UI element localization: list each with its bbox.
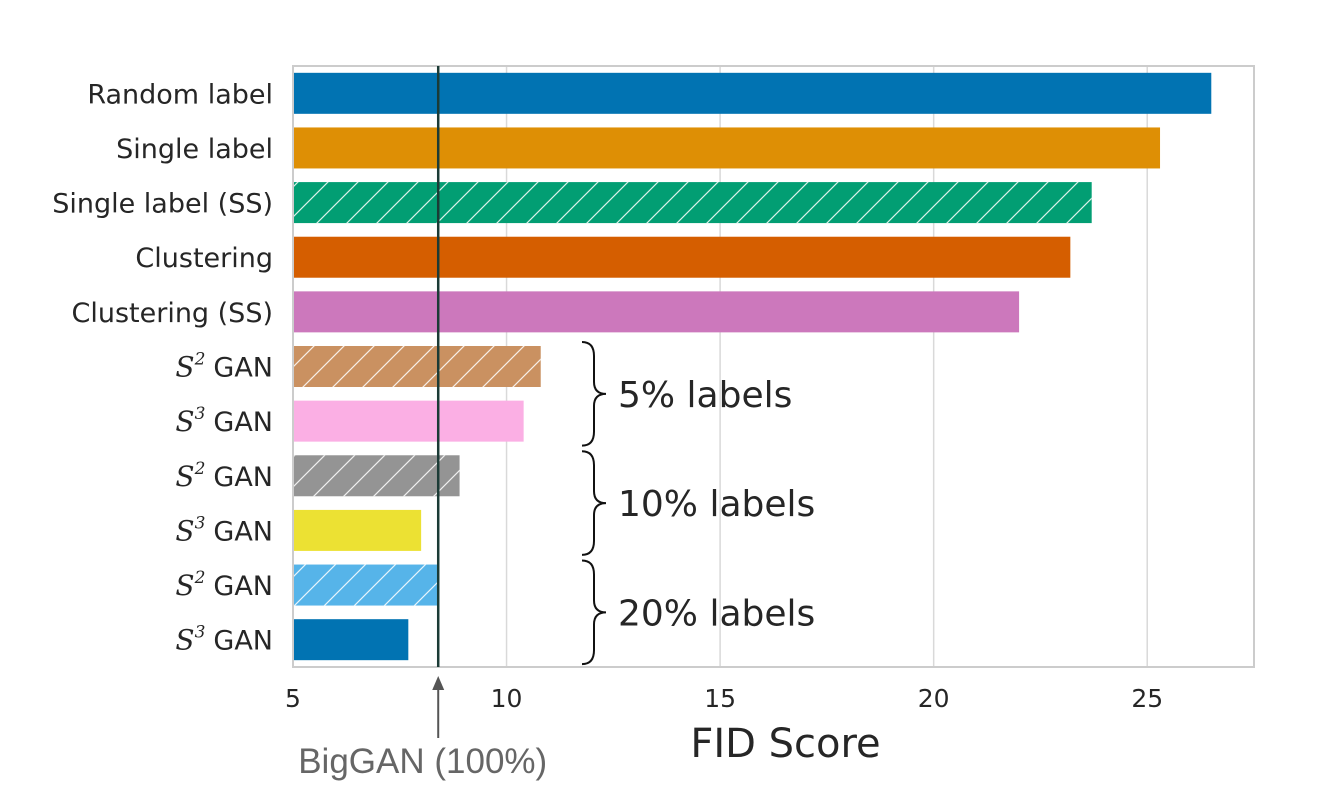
category-label-6: S3 GAN [175, 404, 273, 438]
category-label-text-7: GAN [213, 462, 273, 493]
category-label-text-5: GAN [213, 353, 273, 384]
category-label-9: S2 GAN [175, 568, 273, 602]
category-label-math-9: S [175, 569, 194, 602]
reference-arrow-head [432, 676, 445, 690]
bar-3 [293, 236, 1071, 278]
category-label-4: Clustering (SS) [71, 298, 273, 329]
group-label-0: 5% labels [618, 375, 792, 416]
bar-8 [293, 509, 422, 551]
bar-0 [293, 72, 1212, 114]
x-tick-label-3: 20 [918, 684, 950, 713]
category-label-sup-9: 2 [194, 568, 206, 588]
x-tick-label-1: 10 [491, 684, 523, 713]
reference-label: BigGAN (100%) [298, 742, 547, 781]
category-label-math-8: S [175, 514, 194, 547]
bar-hatch-7 [293, 455, 460, 497]
group-brace-0 [581, 341, 607, 447]
category-label-math-6: S [175, 405, 194, 438]
x-tick-labels: 5 10 15 20 25 [285, 684, 1163, 713]
category-label-1: Single label [116, 134, 273, 165]
plot-frame [292, 65, 1255, 668]
bar-hatch-9 [293, 564, 439, 606]
category-label-sup-5: 2 [194, 350, 206, 370]
group-label-1: 10% labels [618, 484, 815, 525]
bars [293, 72, 1212, 661]
category-label-text-10: GAN [213, 626, 273, 657]
category-label-sup-7: 2 [194, 459, 206, 479]
x-tick-label-0: 5 [285, 684, 301, 713]
bar-6 [293, 400, 524, 442]
category-label-math-10: S [175, 624, 194, 657]
category-label-text-6: GAN [213, 407, 273, 438]
category-label-10: S3 GAN [175, 623, 273, 657]
category-label-3: Clustering [135, 243, 273, 274]
category-label-sup-10: 3 [195, 623, 206, 643]
category-label-math-7: S [175, 460, 194, 493]
category-label-8: S3 GAN [175, 513, 273, 547]
category-label-2: Single label (SS) [52, 189, 273, 220]
bar-10 [293, 619, 409, 661]
group-brace-1 [581, 450, 607, 556]
category-label-text-8: GAN [213, 516, 273, 547]
category-label-text-9: GAN [213, 571, 273, 602]
x-axis-label: FID Score [690, 721, 880, 767]
category-label-math-5: S [175, 351, 194, 384]
category-label-sup-6: 3 [195, 404, 206, 424]
group-brace-2 [581, 559, 607, 666]
category-label-sup-8: 3 [195, 513, 206, 533]
bar-4 [293, 291, 1020, 333]
bar-1 [293, 127, 1161, 169]
bar-hatch-5 [293, 346, 541, 387]
category-labels: Random label Single label Single label (SS… [52, 79, 273, 656]
category-label-0: Random label [87, 79, 273, 110]
reference-line-group: BigGAN (100%) [298, 66, 547, 781]
category-label-5: S2 GAN [175, 350, 273, 384]
bar-hatch-2 [293, 182, 1092, 224]
x-tick-label-2: 15 [704, 684, 736, 713]
x-tick-label-4: 25 [1131, 684, 1163, 713]
group-annotations: 5% labels 10% labels 20% labels [581, 341, 815, 666]
group-label-2: 20% labels [618, 593, 815, 634]
category-label-7: S2 GAN [175, 459, 273, 493]
